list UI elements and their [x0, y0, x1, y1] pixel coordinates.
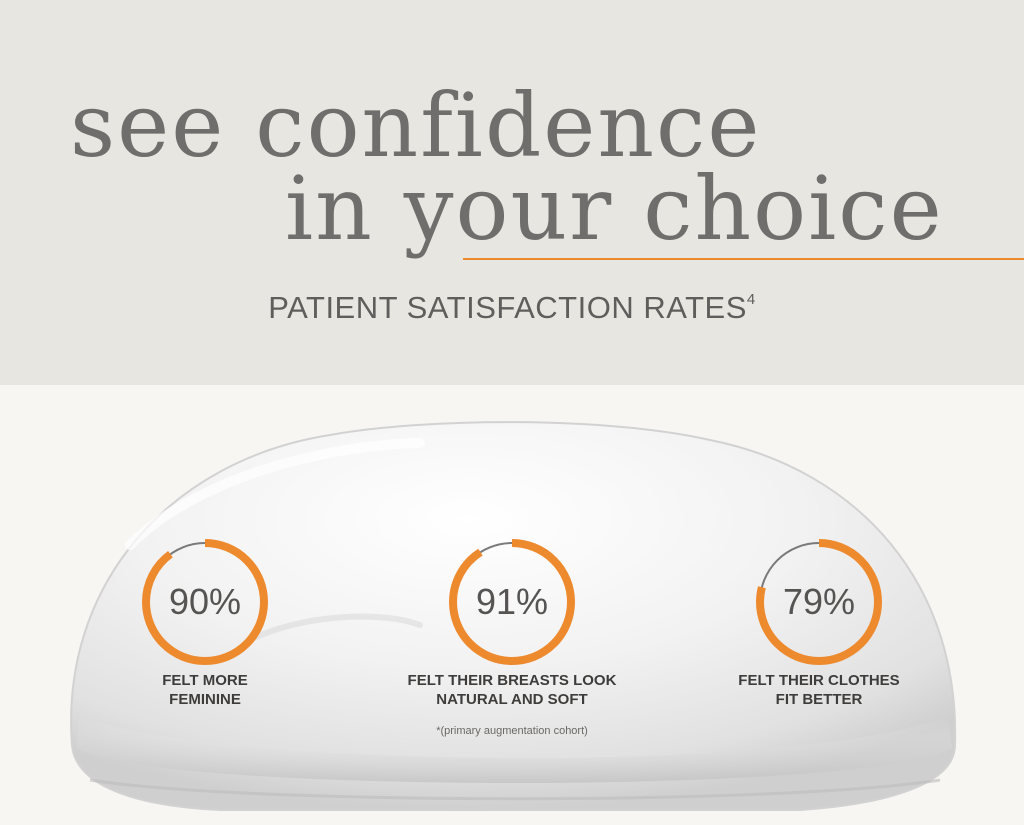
- headline-line-1: see confidence: [70, 74, 762, 177]
- stat-label-line-2: FEMININE: [169, 691, 241, 708]
- ring-svg: [142, 539, 268, 665]
- header-panel: [0, 0, 1024, 385]
- stat-label: FELT MORE FEMININE: [75, 671, 335, 709]
- stat-label-line-1: FELT THEIR BREASTS LOOK: [407, 672, 617, 689]
- ring-fill: [142, 539, 268, 665]
- breast-implant-image: [70, 421, 957, 811]
- stat-value: 90%: [168, 581, 242, 622]
- subtitle-footnote-mark: 4: [746, 291, 756, 308]
- progress-ring: 79%: [752, 535, 886, 669]
- stat-clothes-fit: 79% FELT THEIR CLOTHES FIT BETTER: [689, 535, 949, 709]
- stat-value: 91%: [475, 581, 549, 622]
- headline-line-2: in your choice: [285, 157, 944, 260]
- progress-ring: 90%: [138, 535, 272, 669]
- footnote: *(primary augmentation cohort): [436, 725, 588, 737]
- ring-svg: [449, 539, 575, 665]
- subtitle-text: PATIENT SATISFACTION RATES: [268, 290, 747, 325]
- stat-label: FELT THEIR BREASTS LOOK NATURAL AND SOFT: [382, 671, 642, 709]
- accent-rule: [463, 258, 1024, 260]
- stat-label-line-1: FELT MORE: [162, 672, 248, 689]
- ring-fill: [756, 539, 882, 665]
- stat-label: FELT THEIR CLOTHES FIT BETTER: [689, 671, 949, 709]
- subtitle: PATIENT SATISFACTION RATES4: [0, 290, 1024, 326]
- stat-natural-soft: 91% FELT THEIR BREASTS LOOK NATURAL AND …: [382, 535, 642, 709]
- stat-label-line-2: NATURAL AND SOFT: [436, 691, 588, 708]
- stat-label-line-2: FIT BETTER: [775, 691, 863, 708]
- ring-fill: [449, 539, 575, 665]
- stat-label-line-1: FELT THEIR CLOTHES: [738, 672, 900, 689]
- ring-svg: [756, 539, 882, 665]
- stat-value: 79%: [782, 581, 856, 622]
- stat-feminine: 90% FELT MORE FEMININE: [75, 535, 335, 709]
- progress-ring: 91%: [445, 535, 579, 669]
